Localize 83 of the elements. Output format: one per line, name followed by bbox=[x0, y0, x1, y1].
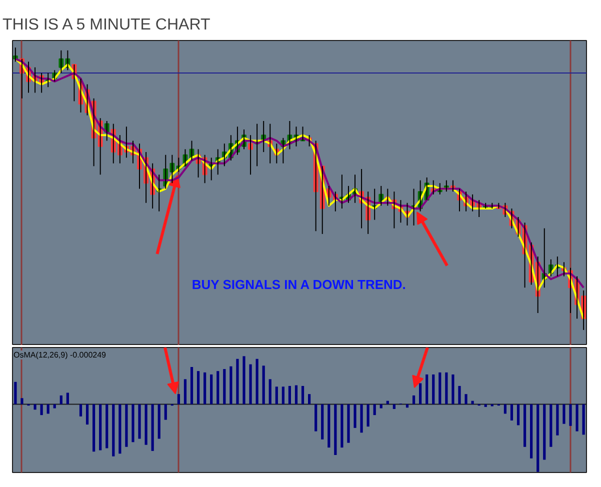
bar bbox=[53, 404, 56, 408]
bar bbox=[236, 358, 239, 404]
bar bbox=[543, 404, 546, 460]
bar bbox=[132, 404, 134, 442]
bar bbox=[510, 404, 514, 420]
bar bbox=[458, 386, 461, 404]
bar bbox=[464, 394, 468, 404]
bar bbox=[550, 404, 552, 447]
bar bbox=[66, 392, 69, 404]
bar bbox=[268, 379, 272, 404]
bar bbox=[412, 395, 416, 404]
bar bbox=[256, 358, 258, 404]
bar bbox=[282, 386, 284, 404]
bar bbox=[204, 372, 206, 404]
bar bbox=[340, 404, 344, 448]
bar bbox=[516, 404, 520, 426]
chart-title: THIS IS A 5 MINUTE CHART bbox=[2, 16, 210, 34]
bar bbox=[138, 404, 141, 439]
bar bbox=[530, 404, 533, 458]
bar bbox=[275, 386, 278, 404]
bar bbox=[321, 404, 324, 440]
bar bbox=[328, 404, 330, 448]
bar bbox=[230, 366, 232, 404]
bar bbox=[262, 366, 265, 404]
annotation: BUY SIGNALS IN A DOWN TREND. bbox=[192, 277, 406, 292]
bar bbox=[445, 372, 448, 404]
bar bbox=[406, 404, 409, 408]
bar bbox=[562, 404, 566, 424]
bar bbox=[392, 404, 396, 409]
bar bbox=[223, 369, 226, 404]
bar bbox=[314, 404, 318, 432]
bar bbox=[92, 404, 96, 452]
bar bbox=[288, 386, 292, 404]
bar bbox=[34, 404, 36, 410]
bar bbox=[20, 398, 24, 404]
bar bbox=[210, 374, 213, 404]
bar bbox=[426, 374, 428, 404]
bar bbox=[576, 404, 578, 432]
bar bbox=[144, 404, 148, 445]
bar bbox=[471, 400, 474, 404]
bar bbox=[158, 404, 160, 439]
bar bbox=[151, 404, 154, 451]
bar bbox=[190, 367, 194, 404]
bar bbox=[438, 372, 442, 404]
bar bbox=[86, 404, 89, 425]
bar bbox=[569, 404, 572, 426]
bar bbox=[177, 394, 180, 404]
bar bbox=[99, 404, 102, 450]
bar bbox=[301, 386, 304, 404]
bar bbox=[432, 374, 435, 404]
bar bbox=[294, 385, 298, 404]
bar bbox=[523, 404, 526, 447]
bar bbox=[79, 404, 82, 416]
bar bbox=[60, 395, 62, 404]
bar bbox=[112, 404, 115, 456]
bar bbox=[347, 404, 350, 443]
bar bbox=[452, 374, 454, 404]
bar bbox=[216, 371, 220, 404]
bar bbox=[504, 404, 507, 414]
bar bbox=[380, 404, 382, 408]
bar bbox=[40, 404, 43, 416]
bar bbox=[242, 356, 246, 404]
bar bbox=[308, 394, 311, 404]
chart-title: OsMA(12,26,9) -0.000249 bbox=[14, 350, 107, 360]
bar bbox=[14, 382, 17, 404]
bar bbox=[373, 404, 376, 416]
bar bbox=[184, 379, 187, 404]
bar bbox=[196, 371, 200, 404]
bar bbox=[360, 404, 363, 433]
bar bbox=[556, 404, 559, 436]
bar bbox=[484, 404, 487, 407]
bar bbox=[419, 383, 422, 404]
bar bbox=[334, 404, 337, 455]
bar bbox=[354, 404, 356, 428]
bar bbox=[106, 404, 108, 448]
bar bbox=[118, 404, 122, 454]
bar bbox=[366, 404, 370, 427]
bar bbox=[536, 404, 540, 472]
bar bbox=[125, 404, 128, 447]
bar bbox=[249, 364, 252, 404]
bar bbox=[582, 404, 585, 435]
bar bbox=[46, 404, 50, 414]
bar bbox=[164, 404, 167, 420]
